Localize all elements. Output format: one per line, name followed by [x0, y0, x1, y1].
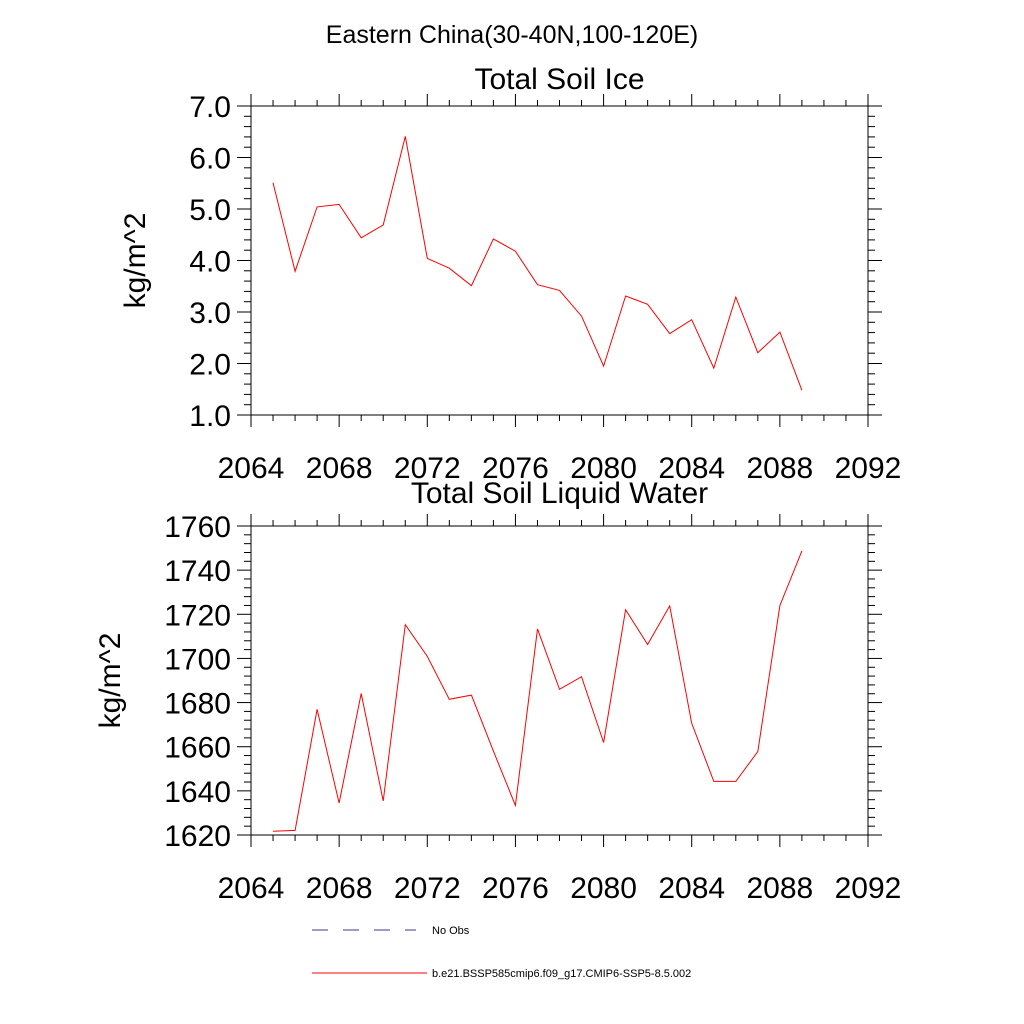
y-tick-label: 5.0 — [189, 194, 231, 227]
x-tick-label: 2076 — [482, 452, 549, 485]
x-tick-label: 2068 — [306, 452, 373, 485]
series-line-b-e21-bssp585cmip6-f09-g17-cmi — [272, 550, 803, 832]
legend-entry-no-obs: No Obs — [312, 925, 470, 937]
x-tick-label: 2080 — [570, 452, 637, 485]
x-tick-label: 2076 — [482, 872, 549, 905]
x-tick-label: 2092 — [835, 872, 902, 905]
y-tick-label: 1640 — [164, 776, 231, 809]
y-tick-label: 6.0 — [189, 143, 231, 176]
x-tick-label: 2084 — [658, 872, 725, 905]
y-tick-label: 2.0 — [189, 349, 231, 382]
x-tick-label: 2064 — [218, 872, 285, 905]
y-axis-label: kg/m^2 — [94, 633, 127, 729]
x-tick-label: 2064 — [218, 452, 285, 485]
y-tick-label: 1.0 — [189, 400, 231, 433]
x-tick-label: 2084 — [658, 452, 725, 485]
y-tick-label: 7.0 — [189, 91, 231, 124]
y-tick-label: 1740 — [164, 555, 231, 588]
y-tick-label: 1680 — [164, 688, 231, 721]
panel-title: Total Soil Liquid Water — [411, 477, 708, 510]
y-tick-label: 3.0 — [189, 297, 231, 330]
x-tick-label: 2068 — [306, 872, 373, 905]
legend-entry-model-run: b.e21.BSSP585cmip6.f09_g17.CMIP6-SSP5-8.… — [312, 968, 691, 980]
y-tick-label: 1660 — [164, 732, 231, 765]
plot-frame — [250, 105, 869, 416]
series-line-b-e21-bssp585cmip6-f09-g17-cmi — [272, 136, 803, 391]
legend: No Obs b.e21.BSSP585cmip6.f09_g17.CMIP6-… — [312, 925, 691, 980]
y-tick-label: 1760 — [164, 511, 231, 544]
y-tick-label: 1620 — [164, 820, 231, 853]
x-tick-label: 2088 — [746, 452, 813, 485]
y-tick-label: 1720 — [164, 599, 231, 632]
x-tick-label: 2080 — [570, 872, 637, 905]
x-tick-label: 2072 — [394, 452, 461, 485]
panel-total-soil-liquid-water: Total Soil Liquid Water kg/m^2 2064 2068 207… — [94, 477, 901, 905]
x-tick-label: 2088 — [746, 872, 813, 905]
legend-label-model-run: b.e21.BSSP585cmip6.f09_g17.CMIP6-SSP5-8.… — [432, 968, 691, 980]
plot-frame — [250, 525, 869, 836]
y-axis-label: kg/m^2 — [119, 213, 152, 309]
y-tick-label: 4.0 — [189, 246, 231, 279]
legend-label-no-obs: No Obs — [432, 925, 470, 937]
panel-title: Total Soil Ice — [474, 63, 644, 96]
x-tick-label: 2072 — [394, 872, 461, 905]
figure-title: Eastern China(30-40N,100-120E) — [326, 21, 698, 49]
x-tick-label: 2092 — [835, 452, 902, 485]
y-tick-label: 1700 — [164, 643, 231, 676]
panel-total-soil-ice: Total Soil Ice kg/m^2 2064 2068 2072 2076 2080… — [119, 63, 901, 485]
